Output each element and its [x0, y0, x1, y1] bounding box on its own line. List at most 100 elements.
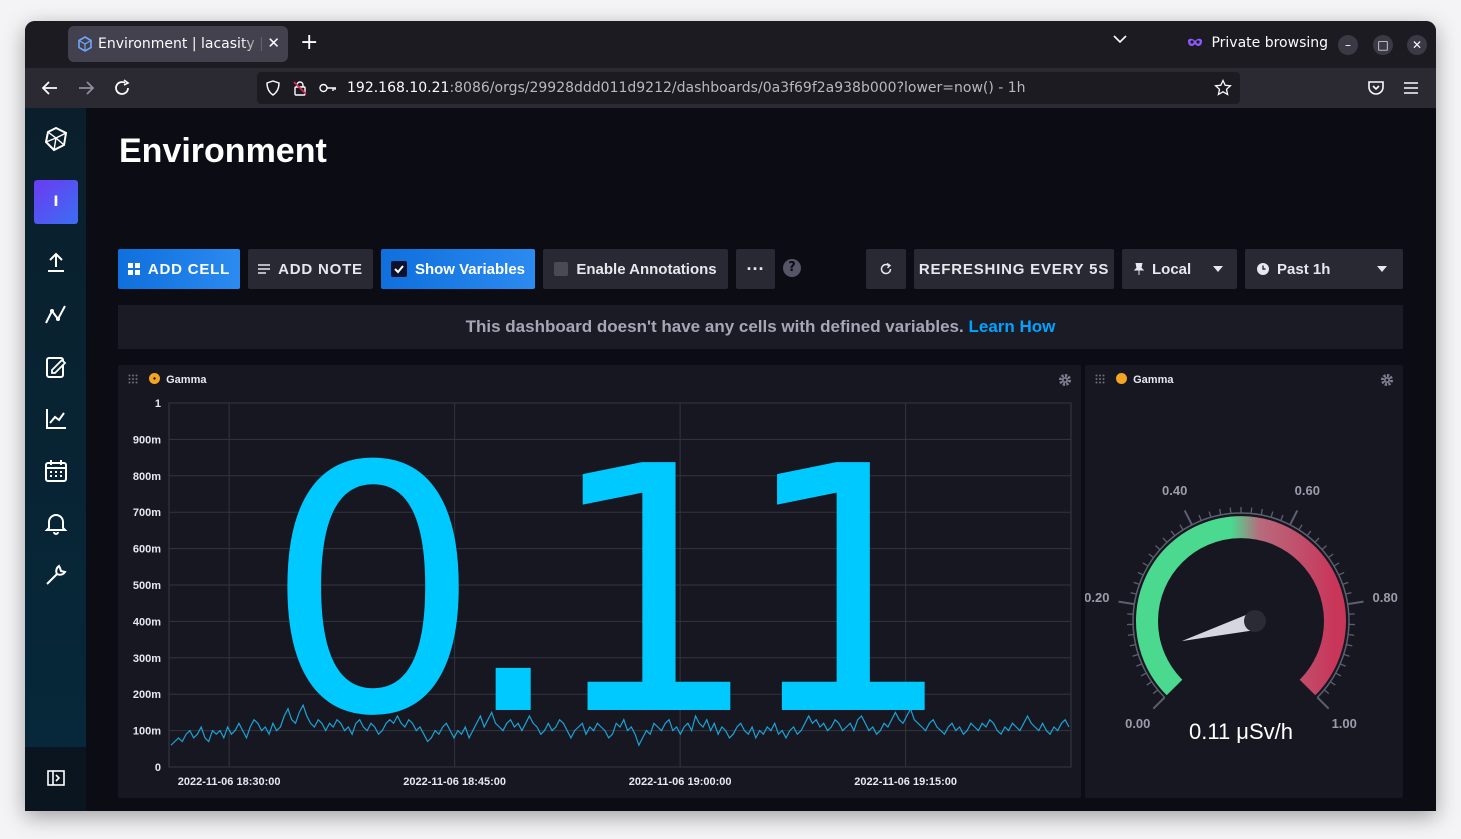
chart-grid	[168, 402, 1072, 768]
browser-tab[interactable]: Environment | lacasity | InfluxDB ✕	[68, 26, 288, 62]
add-note-label: ADD NOTE	[278, 260, 363, 278]
x-tick-label: 2022-11-06 18:45:00	[403, 776, 506, 788]
insecure-lock-icon[interactable]	[292, 80, 308, 96]
close-window-icon[interactable]: ✕	[1407, 35, 1427, 55]
gauge-tick-label: 0.20	[1085, 590, 1109, 605]
cell-header: Gamma	[128, 373, 206, 386]
x-tick-label: 2022-11-06 18:30:00	[178, 776, 281, 788]
variables-notice: This dashboard doesn't have any cells wi…	[118, 305, 1403, 349]
y-axis-ticks: 1 900m 800m 700m 600m 500m 400m 300m 200m 100m 0	[133, 398, 161, 774]
gauge-minor-tick	[1140, 672, 1147, 677]
learn-how-link[interactable]: Learn How	[968, 317, 1056, 336]
maximize-icon[interactable]: □	[1373, 35, 1393, 55]
key-icon[interactable]	[319, 81, 337, 95]
x-axis-ticks: 2022-11-06 18:30:00 2022-11-06 18:45:00 20…	[178, 776, 957, 788]
data-explorer-icon[interactable]	[43, 302, 69, 328]
drag-handle-icon[interactable]	[1095, 374, 1105, 384]
org-avatar[interactable]: I	[34, 180, 78, 224]
gauge-minor-tick	[1327, 553, 1334, 559]
expand-sidebar-icon[interactable]	[47, 770, 65, 786]
gauge-minor-tick	[1179, 524, 1184, 531]
minimize-icon[interactable]: –	[1338, 35, 1358, 55]
gear-icon[interactable]	[1380, 373, 1394, 387]
gauge-minor-tick	[1170, 530, 1176, 537]
gauge-tick-ring	[1132, 512, 1350, 698]
wrench-icon[interactable]	[43, 562, 69, 588]
ellipsis-icon: ···	[746, 258, 765, 279]
bell-icon[interactable]	[43, 510, 69, 536]
checkbox-unchecked-icon	[554, 262, 569, 276]
back-arrow-icon[interactable]	[40, 78, 60, 98]
gauge-tick-label: 0.80	[1373, 590, 1398, 605]
autorefresh-dropdown[interactable]: REFRESHING EVERY 5S	[914, 249, 1114, 289]
new-tab-icon[interactable]: +	[300, 30, 319, 55]
y-tick-label: 1	[155, 398, 161, 410]
tab-title: Environment | lacasity | InfluxDB	[98, 36, 266, 52]
chevron-down-icon[interactable]	[1113, 34, 1127, 44]
y-tick-label: 800m	[133, 471, 161, 483]
gauge-tick-label: 0.40	[1162, 483, 1187, 498]
gauge-arc	[1136, 516, 1346, 696]
gauge-tick-labels: 0.00 0.20 0.40 0.60 0.80 1.00	[1085, 483, 1398, 731]
gauge-minor-tick	[1133, 581, 1140, 586]
drag-handle-icon[interactable]	[128, 374, 138, 384]
graph-icon[interactable]	[43, 406, 69, 432]
y-tick-label: 200m	[133, 689, 161, 701]
gauge-ticks	[1118, 507, 1364, 710]
gamma-line-chart: 1 900m 800m 700m 600m 500m 400m 300m 200m 100m 0 2…	[133, 398, 1072, 788]
forward-arrow-icon[interactable]	[76, 78, 96, 98]
cell-title: Gamma	[1133, 374, 1174, 386]
y-tick-label: 0	[155, 762, 161, 774]
url-path: :8086/orgs/29928ddd011d9212/dashboards/0…	[449, 80, 1026, 96]
grid-icon	[127, 263, 140, 275]
upload-icon[interactable]	[43, 250, 69, 276]
gauge-needle	[1181, 612, 1258, 642]
influxdb-logo-icon[interactable]	[43, 126, 69, 152]
x-tick-label: 2022-11-06 19:00:00	[629, 776, 732, 788]
y-tick-label: 300m	[133, 653, 161, 665]
notebook-icon[interactable]	[43, 354, 69, 380]
time-range-dropdown[interactable]: Past 1h	[1245, 249, 1403, 289]
gauge-major-tick	[1118, 600, 1135, 606]
gauge-minor-tick	[1152, 689, 1159, 695]
gauge-minor-tick	[1132, 653, 1139, 657]
timezone-dropdown[interactable]: Local	[1122, 249, 1237, 289]
tab-strip: Environment | lacasity | InfluxDB ✕ + Pr…	[25, 21, 1436, 68]
gauge-minor-tick	[1260, 508, 1263, 516]
gauge-major-tick	[1289, 510, 1299, 526]
private-mask-icon	[1188, 38, 1202, 46]
help-icon[interactable]: ?	[783, 259, 801, 277]
gauge-minor-tick	[1298, 524, 1303, 531]
calendar-icon[interactable]	[43, 458, 69, 484]
url-bar[interactable]: 192.168.10.21:8086/orgs/29928ddd011d9212…	[257, 72, 1240, 104]
gauge-major-tick	[1152, 696, 1166, 710]
hamburger-menu-icon[interactable]	[1401, 78, 1421, 98]
add-cell-button[interactable]: ADD CELL	[118, 249, 240, 289]
show-variables-label: Show Variables	[414, 260, 526, 278]
shield-icon[interactable]	[265, 80, 281, 96]
gear-icon[interactable]	[1058, 373, 1072, 387]
gauge-minor-tick	[1338, 571, 1345, 576]
gauge-major-tick	[1183, 510, 1193, 526]
gauge-minor-tick	[1346, 643, 1353, 647]
enable-annotations-label: Enable Annotations	[576, 260, 717, 278]
gauge-minor-tick	[1142, 562, 1149, 567]
add-note-button[interactable]: ADD NOTE	[248, 249, 373, 289]
pocket-icon[interactable]	[1366, 78, 1386, 98]
gauge-minor-tick	[1136, 663, 1143, 667]
enable-annotations-toggle[interactable]: Enable Annotations	[543, 249, 728, 289]
refresh-button[interactable]	[866, 249, 906, 289]
sidebar-footer	[25, 747, 86, 811]
clock-icon	[1257, 263, 1269, 275]
gauge-minor-tick	[1270, 511, 1274, 518]
gauge-minor-tick	[1342, 581, 1349, 586]
show-variables-toggle[interactable]: Show Variables	[381, 249, 535, 289]
bookmark-star-icon[interactable]	[1214, 79, 1232, 97]
gauge-minor-tick	[1321, 545, 1327, 551]
reload-icon[interactable]	[112, 78, 132, 98]
close-tab-icon[interactable]: ✕	[267, 34, 280, 52]
more-options-button[interactable]: ···	[736, 249, 775, 289]
gauge-minor-tick	[1229, 507, 1232, 514]
gauge-minor-tick	[1314, 537, 1320, 543]
timezone-label: Local	[1152, 260, 1192, 278]
